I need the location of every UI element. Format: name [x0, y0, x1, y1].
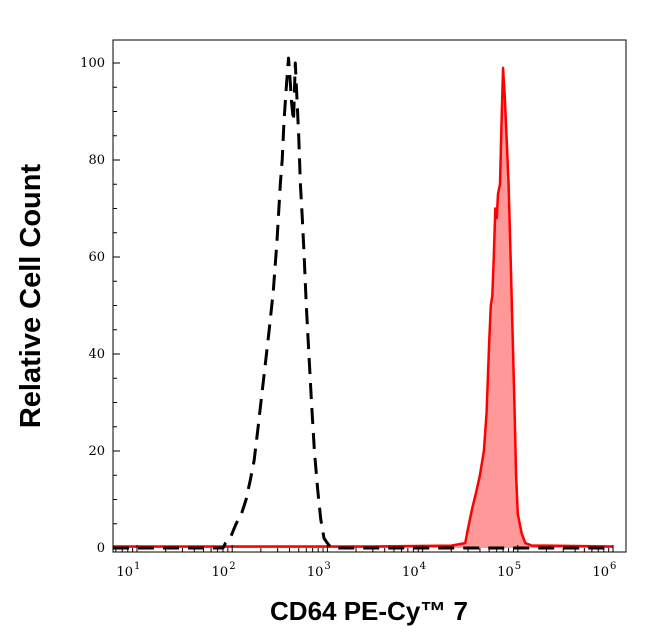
x-axis-label: CD64 PE-Cy™ 7: [270, 596, 468, 626]
x-tick-exponent: 2: [229, 561, 235, 572]
y-tick-label: 100: [80, 56, 105, 71]
y-tick-label: 20: [88, 444, 105, 459]
y-axis: 0 20 40 60 80 100: [80, 56, 120, 556]
x-tick-exponent: 1: [134, 561, 140, 572]
control-histogram-line: [113, 56, 613, 550]
y-axis-label: Relative Cell Count: [15, 164, 47, 429]
y-tick-label: 60: [88, 250, 105, 265]
x-tick-label: 10: [212, 565, 229, 580]
x-tick-label: 10: [116, 565, 133, 580]
x-tick-label: 10: [402, 565, 419, 580]
x-tick-label: 10: [307, 565, 324, 580]
series-fill: [113, 67, 613, 549]
x-tick-exponent: 4: [420, 561, 426, 572]
x-tick-exponent: 6: [610, 561, 616, 572]
stained-histogram-line: [113, 66, 614, 548]
x-axis: 10 1 10 2 10 3 10 4 10 5 10 6: [115, 545, 616, 580]
x-tick-label: 10: [497, 565, 514, 580]
plot-frame: [112, 39, 627, 553]
y-tick-label: 80: [88, 153, 105, 168]
x-tick-exponent: 5: [515, 561, 521, 572]
y-tick-label: 40: [88, 347, 105, 362]
y-tick-label: 0: [97, 541, 105, 556]
plot-area: [113, 56, 614, 550]
x-tick-exponent: 3: [324, 561, 330, 572]
x-tick-label: 10: [592, 565, 609, 580]
